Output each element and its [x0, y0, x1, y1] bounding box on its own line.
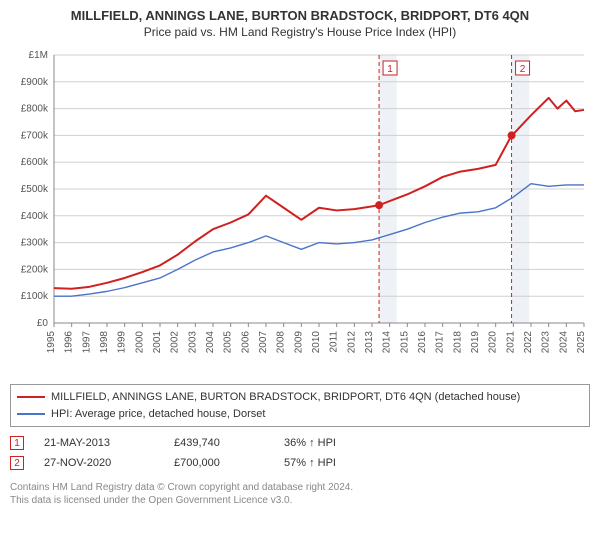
line-chart: £0 £100k £200k £300k £400k £500k £600k £700k £80…: [10, 45, 590, 375]
svg-text:2010: 2010: [311, 331, 322, 354]
svg-text:2025: 2025: [576, 331, 587, 354]
svg-text:1: 1: [387, 64, 393, 75]
svg-text:2007: 2007: [258, 331, 269, 354]
svg-text:2004: 2004: [205, 331, 216, 354]
svg-text:2002: 2002: [170, 331, 181, 354]
svg-text:2017: 2017: [435, 331, 446, 354]
svg-text:2001: 2001: [152, 331, 163, 354]
svg-text:£600k: £600k: [21, 157, 49, 168]
legend-swatch: [17, 396, 45, 398]
svg-text:2014: 2014: [382, 331, 393, 354]
svg-text:£800k: £800k: [21, 104, 49, 115]
svg-text:2000: 2000: [134, 331, 145, 354]
footer-line2: This data is licensed under the Open Gov…: [10, 494, 590, 507]
svg-text:2012: 2012: [346, 331, 357, 354]
svg-text:£900k: £900k: [21, 77, 49, 88]
svg-text:1999: 1999: [117, 331, 128, 354]
svg-text:£500k: £500k: [21, 184, 49, 195]
event-date: 21-MAY-2013: [44, 437, 154, 449]
svg-text:2018: 2018: [452, 331, 463, 354]
legend-item: MILLFIELD, ANNINGS LANE, BURTON BRADSTOC…: [17, 389, 583, 406]
event-marker: 1: [10, 436, 24, 450]
svg-text:2006: 2006: [240, 331, 251, 354]
sale-events: 1 21-MAY-2013 £439,740 36% ↑ HPI 2 27-NOV-202…: [10, 433, 590, 473]
event-delta: 57% ↑ HPI: [284, 457, 336, 469]
svg-text:2019: 2019: [470, 331, 481, 354]
event-delta: 36% ↑ HPI: [284, 437, 336, 449]
svg-text:2013: 2013: [364, 331, 375, 354]
svg-text:1995: 1995: [46, 331, 57, 354]
svg-text:1996: 1996: [64, 331, 75, 354]
svg-text:2: 2: [520, 64, 526, 75]
event-price: £439,740: [174, 437, 264, 449]
legend-label: HPI: Average price, detached house, Dors…: [51, 406, 265, 423]
chart-subtitle: Price paid vs. HM Land Registry's House …: [10, 25, 590, 39]
legend-label: MILLFIELD, ANNINGS LANE, BURTON BRADSTOC…: [51, 389, 520, 406]
svg-text:£100k: £100k: [21, 291, 49, 302]
svg-text:£200k: £200k: [21, 264, 49, 275]
svg-text:2020: 2020: [488, 331, 499, 354]
svg-text:£1M: £1M: [29, 50, 48, 61]
event-price: £700,000: [174, 457, 264, 469]
legend: MILLFIELD, ANNINGS LANE, BURTON BRADSTOC…: [10, 384, 590, 427]
svg-text:2003: 2003: [187, 331, 198, 354]
svg-text:2011: 2011: [329, 331, 340, 353]
svg-text:2016: 2016: [417, 331, 428, 354]
footer-line1: Contains HM Land Registry data © Crown c…: [10, 481, 590, 494]
chart-container: MILLFIELD, ANNINGS LANE, BURTON BRADSTOC…: [0, 0, 600, 517]
svg-text:£300k: £300k: [21, 238, 49, 249]
svg-text:2022: 2022: [523, 331, 534, 354]
svg-text:2015: 2015: [399, 331, 410, 354]
svg-text:2009: 2009: [293, 331, 304, 354]
svg-text:2005: 2005: [223, 331, 234, 354]
svg-text:1998: 1998: [99, 331, 110, 354]
svg-text:£400k: £400k: [21, 211, 49, 222]
svg-text:2008: 2008: [276, 331, 287, 354]
event-row: 1 21-MAY-2013 £439,740 36% ↑ HPI: [10, 433, 590, 453]
svg-text:2021: 2021: [505, 331, 516, 354]
svg-text:1997: 1997: [81, 331, 92, 354]
svg-text:£700k: £700k: [21, 130, 49, 141]
svg-text:2023: 2023: [541, 331, 552, 354]
footer-attribution: Contains HM Land Registry data © Crown c…: [10, 481, 590, 507]
event-date: 27-NOV-2020: [44, 457, 154, 469]
svg-text:£0: £0: [37, 318, 49, 329]
legend-item: HPI: Average price, detached house, Dors…: [17, 406, 583, 423]
event-marker: 2: [10, 456, 24, 470]
svg-text:2024: 2024: [558, 331, 569, 354]
chart-area: £0 £100k £200k £300k £400k £500k £600k £700k £80…: [10, 45, 590, 380]
chart-title: MILLFIELD, ANNINGS LANE, BURTON BRADSTOC…: [10, 8, 590, 23]
event-row: 2 27-NOV-2020 £700,000 57% ↑ HPI: [10, 453, 590, 473]
legend-swatch: [17, 413, 45, 415]
